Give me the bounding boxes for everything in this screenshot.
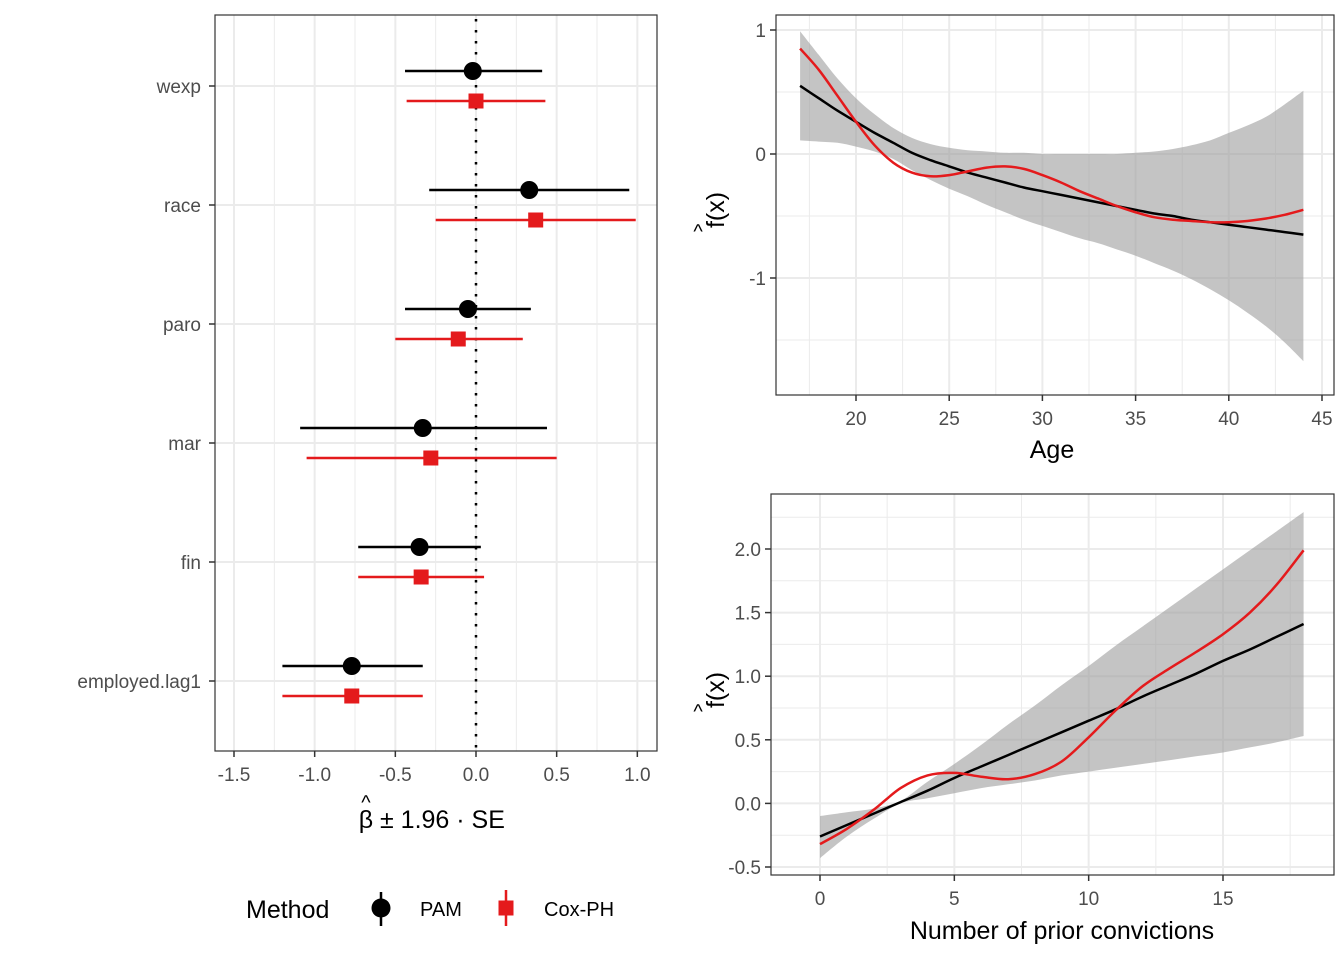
coef-y-tick-label: employed.lag1 — [77, 672, 201, 693]
estimate-circle — [413, 419, 432, 437]
estimate-circle — [410, 538, 429, 556]
coef-grid — [215, 15, 657, 751]
prio-pam-line — [819, 622, 1305, 838]
legend-item-pam[interactable]: PAM — [371, 892, 462, 926]
legend: Method PAM Cox-PH — [246, 890, 614, 926]
age-y-tick-label: 1 — [755, 21, 766, 42]
legend-pam-circle-icon — [371, 898, 391, 918]
coef-point-coxph-wexp — [406, 93, 546, 109]
legend-item-cox-ph[interactable]: Cox-PH — [498, 890, 615, 926]
estimate-square — [423, 450, 439, 466]
age-cox-line — [799, 47, 1304, 224]
beta-hat: ^ — [361, 792, 371, 814]
prio-y-tick-label: 0.5 — [735, 731, 761, 752]
coef-x-tick-label: -1.0 — [298, 765, 331, 786]
estimate-square — [344, 688, 360, 704]
estimate-circle — [520, 181, 539, 199]
estimate-square — [413, 569, 429, 585]
prio-y-tick-label: 1.5 — [735, 604, 761, 625]
age-x-axis: 20 25 30 35 40 45 — [845, 395, 1333, 430]
prio-x-axis: 0 5 10 15 — [815, 875, 1234, 910]
age-x-tick-label: 45 — [1311, 409, 1332, 430]
prio-y-axis-title: f(x) ^ — [693, 672, 730, 723]
coef-point-pam-fin — [358, 538, 481, 556]
coef-point-pam-mar — [300, 419, 547, 437]
age-y-tick-label: 0 — [755, 145, 766, 166]
age-x-axis-title: Age — [1030, 436, 1074, 464]
prio-x-tick-label: 10 — [1078, 889, 1099, 910]
prio-x-tick-label: 0 — [815, 889, 826, 910]
prio-y-tick-label: -0.5 — [728, 858, 761, 879]
coef-x-axis: -1.5 -1.0 -0.5 0.0 0.5 1.0 — [218, 751, 651, 786]
prio-y-axis: -0.5 0.0 0.5 1.0 1.5 2.0 — [728, 540, 771, 879]
prio-panel-border — [770, 493, 1335, 876]
prio-y-axis-title-hat: ^ — [693, 701, 703, 723]
estimate-circle — [458, 300, 477, 318]
prio-x-tick-label: 15 — [1212, 889, 1233, 910]
coef-x-tick-label: -0.5 — [379, 765, 412, 786]
coef-y-tick-label: paro — [163, 315, 201, 336]
age-x-tick-label: 30 — [1032, 409, 1053, 430]
age-x-tick-label: 25 — [939, 409, 960, 430]
prio-y-tick-label: 0.0 — [735, 794, 761, 815]
age-panel-border — [775, 14, 1335, 396]
coef-y-tick-label: wexp — [156, 77, 201, 98]
coef-x-axis-title-rest: ± 1.96 · SE — [380, 806, 505, 834]
coef-point-pam-paro — [405, 300, 531, 318]
age-smooth-panel: 20 25 30 35 40 45 -1 0 1 Age f(x) ^ — [693, 14, 1335, 464]
prio-y-tick-label: 1.0 — [735, 667, 761, 688]
age-x-tick-label: 40 — [1218, 409, 1239, 430]
estimate-square — [450, 331, 466, 347]
coef-x-axis-title: β ^ ± 1.96 · SE — [359, 792, 505, 834]
legend-pam-label: PAM — [420, 899, 462, 921]
coefficient-plot-panel: -1.5 -1.0 -0.5 0.0 0.5 1.0 wexp race paro mar fin… — [77, 14, 658, 834]
prio-y-axis-title-f: f(x) — [702, 672, 730, 708]
age-y-tick-label: -1 — [749, 269, 766, 290]
coef-y-tick-label: fin — [181, 553, 201, 574]
coef-panel-border — [214, 14, 658, 752]
coef-marks — [282, 62, 636, 704]
estimate-circle — [342, 657, 361, 675]
age-y-axis-title-hat: ^ — [693, 221, 703, 243]
age-confidence-band — [800, 31, 1304, 362]
prio-cox-line — [819, 549, 1305, 846]
prio-x-axis-title: Number of prior convictions — [910, 917, 1214, 945]
coef-point-coxph-mar — [306, 450, 557, 466]
coef-point-coxph-race — [435, 212, 636, 228]
age-y-axis-title: f(x) ^ — [693, 192, 730, 243]
coef-point-pam-race — [429, 181, 630, 199]
coef-x-tick-label: 0.0 — [463, 765, 489, 786]
coef-y-tick-label: mar — [168, 434, 201, 455]
coef-point-coxph-paro — [395, 331, 523, 347]
beta-symbol: β — [359, 806, 373, 834]
prio-x-tick-label: 5 — [949, 889, 960, 910]
coef-x-tick-label: -1.5 — [218, 765, 251, 786]
legend-title: Method — [246, 896, 329, 924]
estimate-circle — [463, 62, 482, 80]
prio-confidence-band — [820, 512, 1304, 859]
coef-point-coxph-employed-lag1 — [282, 688, 423, 704]
coef-y-tick-label: race — [164, 196, 201, 217]
prio-y-tick-label: 2.0 — [735, 540, 761, 561]
age-x-tick-label: 35 — [1125, 409, 1146, 430]
prior-convictions-smooth-panel: 0 5 10 15 -0.5 0.0 0.5 1.0 1.5 2.0 Number of pri… — [693, 493, 1335, 945]
age-y-axis-title-f: f(x) — [702, 192, 730, 228]
coef-x-tick-label: 0.5 — [543, 765, 569, 786]
coef-y-axis: wexp race paro mar fin employed.lag1 — [77, 77, 215, 693]
coef-x-tick-label: 1.0 — [624, 765, 650, 786]
age-y-axis: -1 0 1 — [749, 21, 776, 290]
age-x-tick-label: 20 — [845, 409, 866, 430]
coef-point-pam-employed-lag1 — [282, 657, 423, 675]
estimate-square — [468, 93, 484, 109]
coef-point-coxph-fin — [358, 569, 485, 585]
legend-cox-label: Cox-PH — [544, 899, 614, 921]
legend-cox-square-icon — [498, 900, 514, 916]
coef-point-pam-wexp — [405, 62, 543, 80]
estimate-square — [528, 212, 544, 228]
